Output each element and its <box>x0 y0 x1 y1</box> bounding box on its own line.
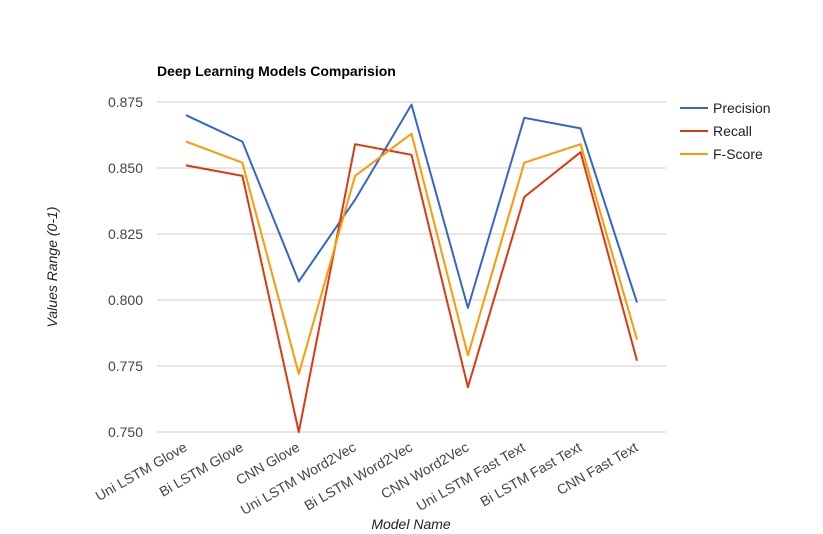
x-tick-label: Uni LSTM Glove <box>93 439 190 504</box>
gridlines <box>157 101 666 433</box>
x-axis-title: Model Name <box>371 516 451 532</box>
x-tick-label: Bi LSTM Fast Text <box>477 439 584 510</box>
chart-title: Deep Learning Models Comparision <box>157 63 396 79</box>
legend-label-f-score: F-Score <box>713 146 763 162</box>
legend: Precision Recall F-Score <box>680 100 771 162</box>
legend-label-recall: Recall <box>713 123 752 139</box>
series-line-f-score <box>185 132 638 375</box>
y-tick-label: 0.750 <box>108 424 143 440</box>
y-axis-ticks: 0.750 0.775 0.800 0.825 0.850 0.875 <box>108 94 143 440</box>
y-tick-label: 0.800 <box>108 292 143 308</box>
y-tick-label: 0.875 <box>108 94 143 110</box>
y-axis-title: Values Range (0-1) <box>44 207 60 328</box>
series-line-precision <box>185 103 638 309</box>
y-tick-label: 0.825 <box>108 226 143 242</box>
series-line-recall <box>185 143 638 433</box>
y-tick-label: 0.850 <box>108 160 143 176</box>
series-lines <box>185 103 638 433</box>
legend-label-precision: Precision <box>713 100 771 116</box>
y-tick-label: 0.775 <box>108 358 143 374</box>
